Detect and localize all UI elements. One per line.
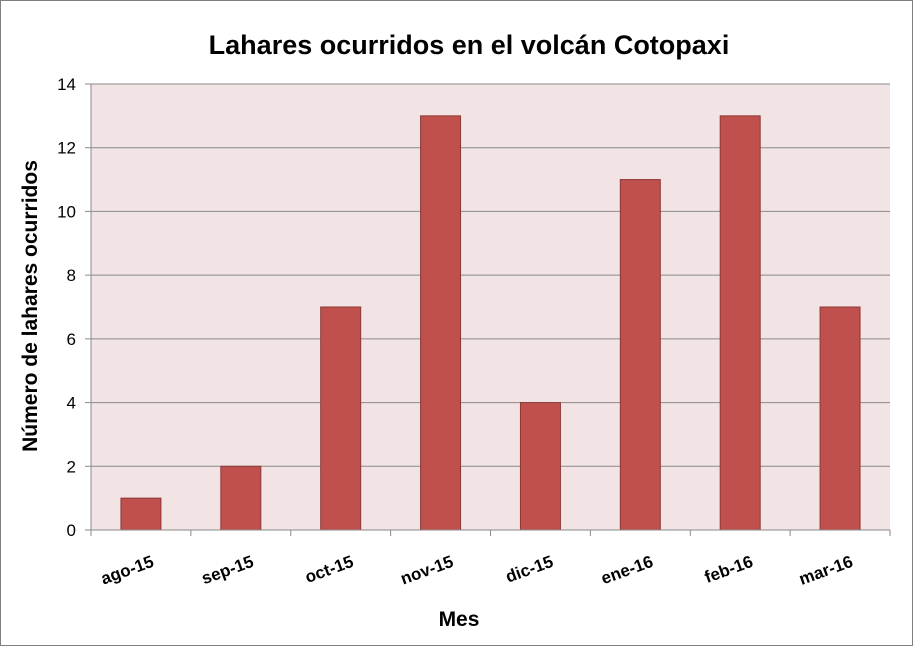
x-tick-label: feb-16 — [702, 552, 756, 587]
chart-title: Lahares ocurridos en el volcán Cotopaxi — [209, 30, 730, 60]
plot-area — [91, 84, 890, 530]
y-axis-title: Número de lahares ocurridos — [19, 160, 42, 452]
y-tick-labels: 0 2 4 6 8 10 12 14 — [57, 75, 76, 540]
bars — [120, 115, 861, 531]
x-tick-label: nov-15 — [398, 552, 456, 589]
bar-ago-15 — [120, 497, 162, 531]
y-tick-label: 4 — [67, 394, 76, 413]
x-tick-label: mar-16 — [797, 552, 856, 589]
y-tick-label: 6 — [67, 330, 76, 349]
x-tick-label: ago-15 — [98, 552, 156, 589]
x-axis-title: Mes — [439, 608, 480, 631]
bar-nov-15 — [420, 115, 462, 531]
x-tick-label: oct-15 — [302, 552, 356, 587]
bar-feb-16 — [719, 115, 761, 531]
bar-sep-15 — [220, 465, 262, 531]
bar-dic-15 — [519, 402, 561, 531]
y-tick-label: 10 — [57, 202, 76, 221]
x-tick-labels: ago-15 sep-15 oct-15 nov-15 dic-15 ene-16 feb-… — [98, 552, 855, 589]
bar-ene-16 — [619, 179, 661, 531]
y-tick-label: 12 — [57, 139, 76, 158]
bar-mar-16 — [819, 306, 861, 531]
x-tick-label: sep-15 — [199, 552, 256, 588]
y-tick-label: 0 — [67, 521, 76, 540]
y-tick-label: 8 — [67, 266, 76, 285]
bar-oct-15 — [320, 306, 362, 531]
x-tick-label: dic-15 — [503, 552, 556, 587]
y-tick-label: 2 — [67, 457, 76, 476]
axes — [85, 83, 891, 536]
y-tick-label: 14 — [57, 75, 76, 94]
x-tick-label: ene-16 — [599, 552, 656, 588]
